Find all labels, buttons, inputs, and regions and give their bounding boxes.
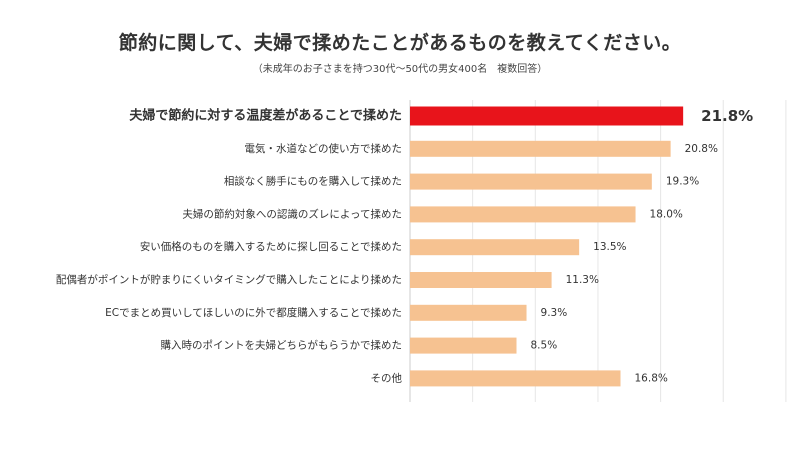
data-label: 13.5%: [593, 241, 626, 253]
bar: [410, 206, 636, 223]
category-label: その他: [371, 371, 403, 384]
data-label: 18.0%: [650, 208, 683, 220]
bar: [410, 272, 552, 288]
category-label: 安い価格のものを購入するために探し回ることで揉めた: [140, 240, 402, 253]
bar: [410, 173, 652, 190]
labels: 夫婦で節約に対する温度差があることで揉めた 21.8% 電気・水道などの使い方で揉め…: [56, 107, 753, 384]
data-label: 19.3%: [666, 176, 699, 188]
chart-title: 節約に関して、夫婦で揉めたことがあるものを教えてください。: [118, 32, 682, 54]
bar: [410, 304, 527, 321]
bars: [410, 106, 684, 387]
category-label: 購入時のポイントを夫婦どちらがもらうかで揉めた: [161, 339, 403, 352]
category-label: 夫婦で節約に対する温度差があることで揉めた: [129, 108, 402, 124]
category-label: 電気・水道などの使い方で揉めた: [245, 142, 403, 155]
data-label: 9.3%: [541, 307, 568, 319]
bar: [410, 337, 517, 354]
data-label: 21.8%: [701, 107, 753, 125]
category-label: 配偶者がポイントが貯まりにくいタイミングで購入したことにより揉めた: [56, 273, 402, 286]
bar: [410, 239, 580, 256]
category-label: 夫婦の節約対象への認識のズレによって揉めた: [182, 207, 402, 220]
data-label: 11.3%: [566, 274, 599, 286]
data-label: 8.5%: [531, 340, 558, 352]
category-label: ECでまとめ買いしてほしいのに外で都度購入することで揉めた: [105, 306, 402, 319]
bar: [410, 370, 621, 387]
chart-subtitle: （未成年のお子さまを持つ30代〜50代の男女400名 複数回答）: [252, 64, 548, 75]
data-label: 16.8%: [635, 372, 668, 384]
bar: [410, 106, 684, 126]
bar: [410, 140, 671, 157]
category-label: 相談なく勝手にものを購入して揉めた: [224, 175, 402, 188]
data-label: 20.8%: [685, 143, 718, 155]
